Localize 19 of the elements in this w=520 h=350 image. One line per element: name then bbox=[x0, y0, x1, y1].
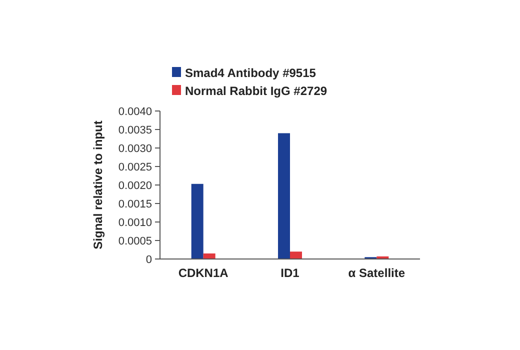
y-tick-label: 0.0005 bbox=[118, 235, 152, 248]
bar bbox=[290, 252, 302, 259]
legend-label: Smad4 Antibody #9515 bbox=[185, 66, 316, 80]
legend-label: Normal Rabbit IgG #2729 bbox=[185, 84, 328, 98]
y-tick-label: 0.0040 bbox=[118, 106, 152, 118]
y-tick-label: 0 bbox=[146, 254, 152, 266]
y-tick-label: 0.0035 bbox=[118, 124, 152, 136]
y-tick-label: 0.0025 bbox=[118, 161, 152, 174]
y-tick-label: 0.0020 bbox=[118, 180, 152, 192]
x-tick-label: CDKN1A bbox=[178, 266, 229, 280]
y-axis-title: Signal relative to input bbox=[91, 120, 105, 250]
y-tick-label: 0.0010 bbox=[118, 216, 152, 229]
bar bbox=[278, 133, 290, 259]
bar bbox=[191, 184, 204, 259]
x-tick-label: ID1 bbox=[280, 266, 300, 280]
x-tick-label: α Satellite bbox=[348, 266, 406, 280]
bar bbox=[203, 253, 216, 259]
y-tick-label: 0.0015 bbox=[118, 198, 152, 210]
y-tick-label: 0.0030 bbox=[118, 142, 152, 155]
